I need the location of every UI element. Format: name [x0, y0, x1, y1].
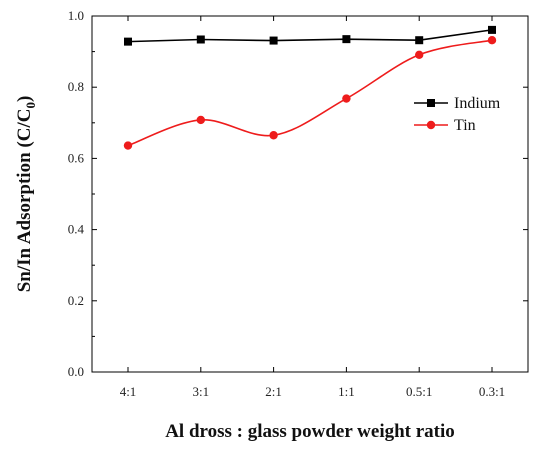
legend-label-indium: Indium [454, 95, 501, 112]
data-point-tin [415, 50, 424, 60]
x-tick-label: 4:1 [120, 384, 137, 399]
y-axis-title-end: ) [14, 96, 35, 102]
data-point-indium [269, 36, 278, 45]
series-line-indium [127, 29, 493, 43]
series-line-tin [127, 39, 493, 147]
legend: Indium Tin [414, 95, 501, 134]
data-point-tin [487, 36, 497, 45]
data-point-tin [123, 141, 133, 150]
x-tick-label: 2:1 [265, 384, 282, 399]
y-axis-title-main: Sn/In Adsorption (C/C [14, 109, 35, 293]
x-tick-label: 0.3:1 [479, 384, 505, 399]
x-tick-label: 3:1 [192, 384, 209, 399]
y-axis: 0.0 0.2 0.4 0.6 0.8 1.0 [68, 8, 528, 379]
data-point-tin [269, 131, 278, 140]
plot-area [91, 15, 529, 373]
x-tick-label: 0.5:1 [406, 384, 432, 399]
legend-marker-tin [426, 120, 436, 130]
series-layer [123, 25, 497, 150]
data-point-indium [488, 25, 496, 34]
x-tick-label: 1:1 [338, 384, 355, 399]
plot-frame [91, 15, 529, 373]
y-axis-title: Sn/In Adsorption (C/C0) [14, 96, 38, 293]
y-tick-label: 0.8 [68, 79, 84, 94]
data-point-indium [196, 35, 205, 44]
y-tick-label: 0.2 [68, 293, 84, 308]
data-point-tin [196, 115, 205, 125]
y-axis-title-subscript: 0 [23, 102, 38, 109]
y-tick-label: 0.6 [68, 150, 85, 165]
series-indium [124, 25, 496, 46]
series-tin [123, 36, 497, 150]
legend-marker-indium [427, 99, 435, 107]
y-tick-label: 0.4 [68, 222, 85, 237]
data-point-indium [342, 35, 351, 44]
y-tick-label: 0.0 [68, 364, 84, 379]
data-point-indium [415, 36, 424, 45]
y-tick-label: 1.0 [68, 8, 84, 23]
data-point-indium [124, 37, 132, 46]
x-axis: 4:1 3:1 2:1 1:1 0.5:1 0.3:1 [120, 16, 505, 399]
x-axis-title: Al dross : glass powder weight ratio [165, 421, 455, 442]
data-point-tin [342, 94, 351, 103]
legend-label-tin: Tin [454, 117, 476, 134]
